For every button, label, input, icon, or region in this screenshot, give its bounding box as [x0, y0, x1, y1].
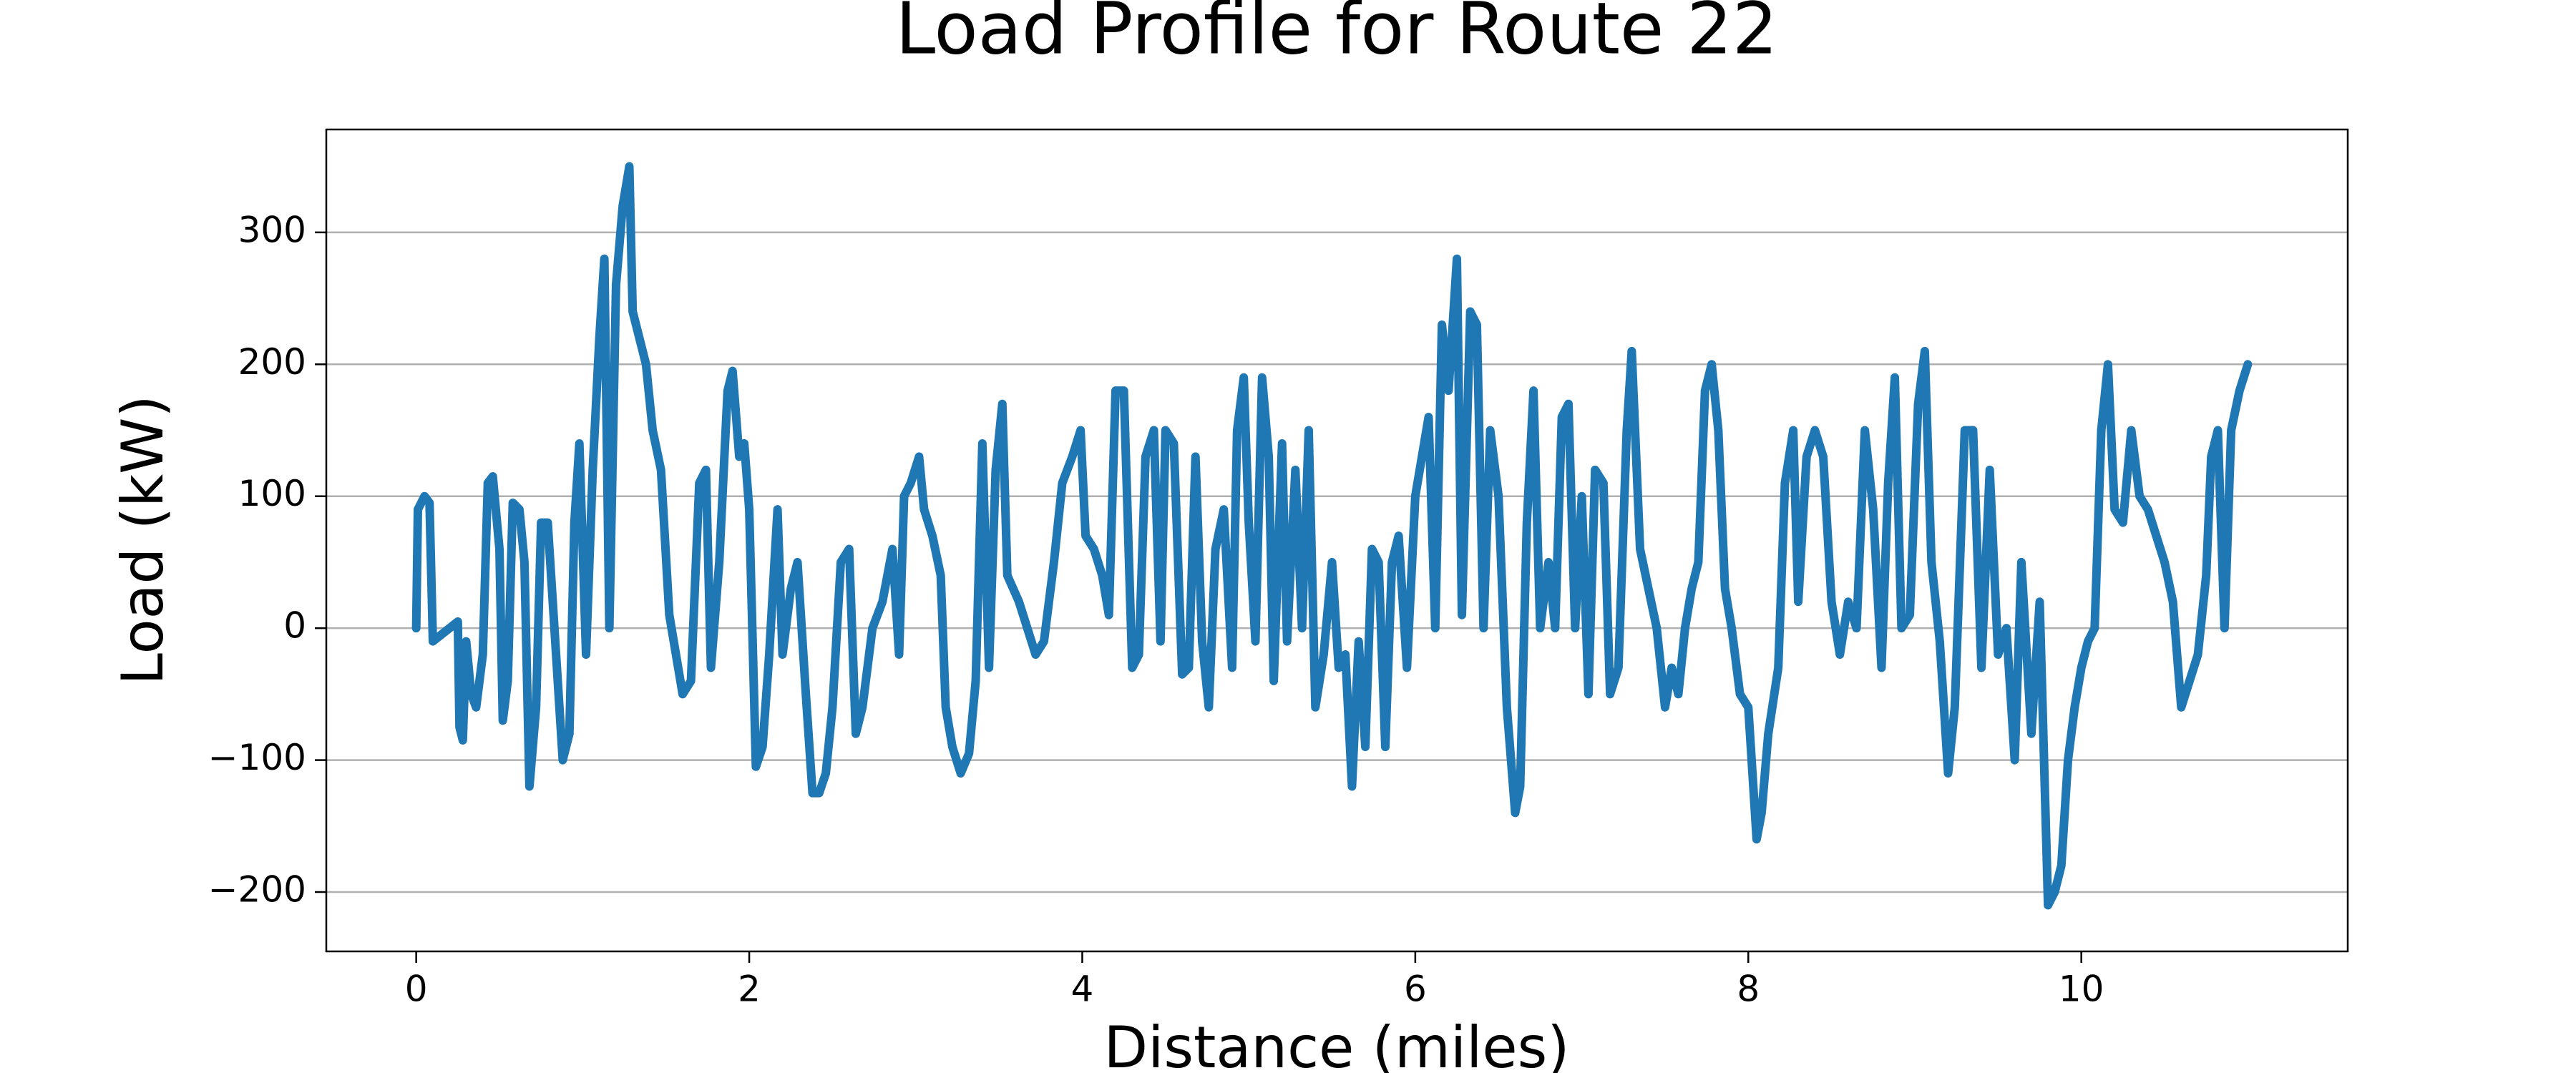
- x-axis-label: Distance (miles): [1104, 1014, 1570, 1073]
- y-tick-label: 0: [283, 605, 306, 647]
- x-tick-label: 10: [2059, 969, 2104, 1010]
- plot-frame: [325, 128, 2349, 953]
- y-tick-label: 200: [238, 341, 306, 383]
- data-line: [411, 162, 2253, 910]
- y-tick-label: −200: [208, 869, 306, 911]
- x-tick-label: 0: [405, 969, 428, 1010]
- y-tick-label: −100: [208, 737, 306, 778]
- x-tick-label: 8: [1737, 969, 1760, 1010]
- y-axis-label: Load (kW): [109, 395, 176, 685]
- x-tick-label: 4: [1071, 969, 1094, 1010]
- x-tick-label: 2: [738, 969, 761, 1010]
- y-tick-label: 100: [238, 473, 306, 514]
- x-tick-label: 6: [1404, 969, 1427, 1010]
- chart-title: Load Profile for Route 22: [895, 0, 1777, 70]
- y-tick-label: 300: [238, 209, 306, 250]
